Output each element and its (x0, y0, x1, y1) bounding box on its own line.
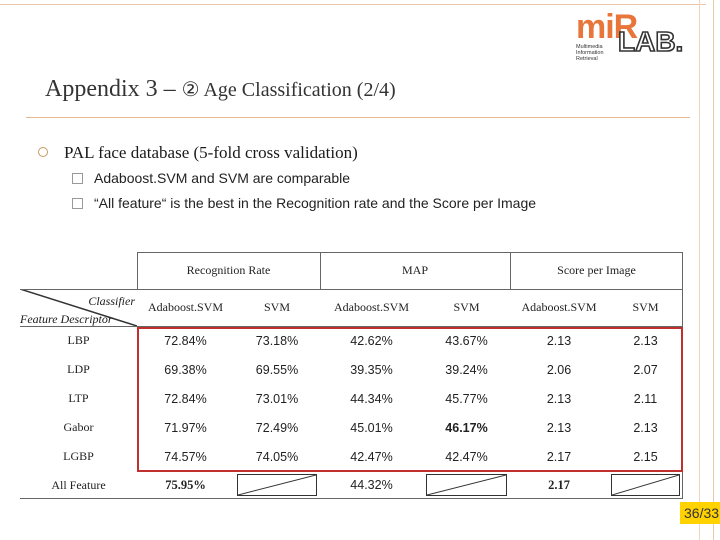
logo-tagline-line: Information (576, 50, 604, 56)
sub-bullet-text: “All feature“ is the best in the Recogni… (94, 195, 537, 211)
table-cell: 75.95% (165, 477, 206, 492)
table-cell: 2.17 (546, 449, 572, 464)
col-header: Adaboost.SVM (147, 300, 223, 314)
table-cell: 2.13 (546, 333, 572, 348)
grid-line (137, 252, 138, 289)
table-cell: 39.35% (350, 362, 393, 377)
empty-cell-diagonal (427, 475, 506, 495)
group-header-recognition-rate: Recognition Rate (186, 263, 271, 277)
table-cell: 74.57% (164, 449, 207, 464)
logo-mark: miR (576, 8, 638, 46)
row-feature-label: LDP (67, 362, 90, 376)
table-cell: 42.47% (350, 449, 393, 464)
table-cell-empty (611, 474, 680, 496)
table-cell: 2.13 (546, 391, 572, 406)
corner-classifier-label: Classifier (88, 294, 135, 308)
slide-title: Appendix 3 – ② Age Classification (2/4) (45, 76, 396, 103)
grid-line (20, 326, 683, 327)
table-cell: 2.15 (633, 449, 658, 464)
logo-tagline-line: Multimedia (576, 44, 603, 50)
corner-diagonal (20, 289, 137, 326)
bullet-circle-icon (38, 147, 48, 157)
title-divider (26, 117, 690, 118)
table-cell: 42.62% (350, 333, 393, 348)
page-number: 36/33 (680, 502, 720, 524)
table-cell: 2.11 (633, 391, 658, 406)
logo-lab: LAB. (617, 25, 684, 58)
title-main: Appendix 3 – (45, 76, 182, 102)
table-cell: 2.13 (546, 420, 572, 435)
table-cell: 2.06 (546, 362, 572, 377)
frame-right-line (713, 0, 714, 540)
col-header: SVM (632, 300, 659, 314)
table-cell: 2.13 (633, 333, 658, 348)
group-header-score-per-image: Score per Image (557, 263, 636, 277)
table-cell: 73.18% (255, 333, 299, 348)
corner-feature-label: Feature Descriptor (20, 312, 113, 326)
title-sub: ② Age Classification (2/4) (181, 79, 396, 101)
table-cell: 2.13 (633, 420, 658, 435)
row-feature-label: LTP (68, 391, 89, 405)
grid-line (137, 252, 683, 253)
grid-line (20, 498, 683, 499)
grid-line (20, 289, 683, 290)
grid-line (320, 252, 321, 289)
col-header: Adaboost.SVM (521, 300, 597, 314)
table-cell-empty (237, 474, 317, 496)
table-cell: 72.84% (164, 333, 207, 348)
col-header: SVM (453, 300, 480, 314)
table-cell: 46.17% (445, 420, 488, 435)
table-cell: 45.77% (445, 391, 488, 406)
table-cell: 73.01% (255, 391, 299, 406)
table-cell: 39.24% (445, 362, 488, 377)
table-cell-empty (426, 474, 507, 496)
table-cell: 45.01% (350, 420, 393, 435)
row-feature-label: LGBP (63, 449, 94, 463)
grid-line (510, 252, 511, 289)
table-cell: 44.34% (350, 391, 393, 406)
logo-tagline-line: Retrieval (576, 56, 598, 62)
table-cell: 44.32% (350, 478, 393, 492)
results-table: Recognition Rate MAP Score per Image Cla… (20, 252, 683, 499)
bullet-text: PAL face database (5-fold cross validati… (64, 143, 358, 162)
table-cell: 72.84% (164, 391, 207, 406)
table-cell: 74.05% (255, 449, 299, 464)
empty-cell-diagonal (612, 475, 679, 495)
table-cell: 2.07 (633, 362, 658, 377)
checkbox-bullet-icon (72, 173, 83, 184)
row-feature-label: LBP (67, 333, 90, 347)
mirlab-logo: miR LAB. Multimedia Information Retrieva… (574, 8, 684, 62)
highlight-box (137, 327, 683, 472)
frame-right-inner-line (699, 0, 700, 540)
empty-cell-diagonal (238, 475, 316, 495)
logo-tagline: Multimedia Information Retrieval (576, 44, 620, 62)
table-cell: 72.49% (255, 420, 299, 435)
col-header: SVM (263, 300, 290, 314)
table-cell: 71.97% (164, 420, 207, 435)
checkbox-bullet-icon (72, 198, 83, 209)
group-header-map: MAP (401, 263, 428, 277)
table-cell: 43.67% (445, 333, 488, 348)
row-feature-label: All Feature (51, 477, 106, 492)
table-cell: 69.55% (255, 362, 299, 377)
row-feature-label: Gabor (63, 420, 94, 434)
col-header: Adaboost.SVM (333, 300, 409, 314)
sub-bullet-text: Adaboost.SVM and SVM are comparable (94, 170, 351, 186)
table-cell: 42.47% (445, 449, 488, 464)
table-cell: 2.17 (548, 477, 570, 492)
table-cell: 69.38% (164, 362, 207, 377)
table-corner: Classifier Feature Descriptor (20, 289, 137, 326)
frame-top-line (0, 4, 706, 5)
